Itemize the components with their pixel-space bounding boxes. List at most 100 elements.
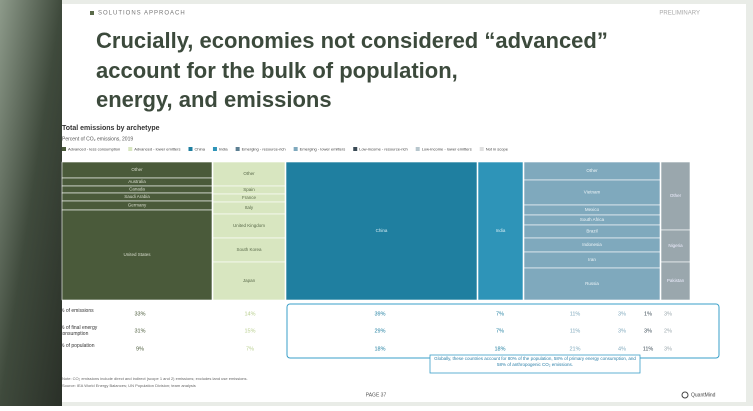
section-label: SOLUTIONS APPROACH bbox=[98, 11, 186, 17]
segment-label: United Kingdom bbox=[233, 223, 265, 228]
segment-label: Canada bbox=[129, 187, 145, 192]
row-value: 7% bbox=[496, 328, 504, 334]
row-value: 31% bbox=[134, 328, 145, 334]
row-value: 11% bbox=[570, 328, 581, 334]
row-value: 4% bbox=[618, 346, 626, 352]
segment-label: Nigeria bbox=[668, 243, 683, 248]
legend-label: Emerging - resource-rich bbox=[242, 147, 286, 152]
legend-swatch bbox=[128, 147, 133, 151]
title-line: Crucially, economies not considered “adv… bbox=[96, 28, 608, 53]
segment-label: Germany bbox=[128, 203, 147, 208]
row-value: 3% bbox=[618, 328, 626, 334]
segment-label: Other bbox=[586, 168, 598, 173]
logo-mark bbox=[681, 391, 689, 399]
segment-label: France bbox=[242, 195, 257, 200]
row-value: 33% bbox=[134, 311, 145, 317]
legend-swatch bbox=[188, 147, 193, 151]
segment-label: Australia bbox=[128, 179, 146, 184]
mekko-segment bbox=[212, 213, 286, 239]
segment-label: South Africa bbox=[580, 217, 605, 222]
chart-subtitle: Percent of CO₂ emissions, 2019 bbox=[62, 136, 133, 142]
photo-strip bbox=[0, 0, 62, 406]
mekko-segment bbox=[523, 179, 661, 206]
footnote: Note: CO₂ emissions include direct and i… bbox=[62, 376, 248, 381]
row-value: 3% bbox=[644, 328, 652, 334]
row-label: % of population bbox=[60, 343, 95, 349]
row-value: 14% bbox=[244, 311, 255, 317]
segment-label: Iran bbox=[588, 257, 596, 262]
callout-box bbox=[429, 354, 641, 374]
row-label: % of final energy consumption bbox=[60, 325, 98, 337]
mekko-segment bbox=[477, 161, 524, 301]
legend-label: Not in scope bbox=[486, 147, 509, 152]
mekko-segment bbox=[212, 261, 286, 301]
row-value: 3% bbox=[618, 311, 626, 317]
row-label-box: % of final energy consumption bbox=[60, 325, 98, 337]
mekko-segment bbox=[660, 229, 691, 263]
row-value: 39% bbox=[374, 311, 385, 317]
segment-label: Brazil bbox=[586, 229, 597, 234]
row-value: 11% bbox=[570, 311, 581, 317]
section-bullet bbox=[90, 11, 94, 15]
legend-label: India bbox=[219, 147, 228, 152]
logo: QuantMind bbox=[691, 392, 716, 398]
row-value: 9% bbox=[136, 346, 144, 352]
segment-label: Vietnam bbox=[584, 190, 601, 195]
segment-label: Spain bbox=[243, 187, 255, 192]
title-line: energy, and emissions bbox=[96, 87, 332, 112]
segment-label: India bbox=[496, 228, 506, 233]
row-label: % of emissions bbox=[60, 308, 94, 314]
row-value: 7% bbox=[496, 311, 504, 317]
mekko-segment bbox=[660, 261, 691, 301]
row-value: 15% bbox=[244, 328, 255, 334]
row-value: 1% bbox=[644, 311, 652, 317]
legend-swatch bbox=[353, 147, 358, 151]
legend-label: China bbox=[195, 147, 206, 152]
row-label-box: % of population bbox=[60, 343, 95, 349]
mekko-segment bbox=[660, 161, 691, 231]
segment-label: Saudi Arabia bbox=[124, 194, 150, 199]
segment-label: South Korea bbox=[236, 247, 262, 252]
row-value: 21% bbox=[569, 346, 580, 352]
row-value: 3% bbox=[664, 346, 672, 352]
segment-label: Other bbox=[131, 167, 143, 172]
row-value: 18% bbox=[494, 346, 505, 352]
row-label-box: % of emissions bbox=[60, 308, 94, 314]
segment-label: Russia bbox=[585, 281, 599, 286]
legend-label: Low-income - lower emitters bbox=[422, 147, 472, 152]
row-value: 7% bbox=[246, 346, 254, 352]
title-line: account for the bulk of population, bbox=[96, 58, 458, 83]
mekko-segment bbox=[285, 161, 478, 301]
row-value: 29% bbox=[374, 328, 385, 334]
legend-label: Low-income - resource-rich bbox=[359, 147, 407, 152]
segment-label: Other bbox=[243, 171, 255, 176]
footnote: Source: IEA World Energy Balances; UN Po… bbox=[62, 383, 196, 388]
segment-label: United States bbox=[123, 252, 151, 257]
segment-label: Pakistan bbox=[667, 278, 685, 283]
segment-label: China bbox=[376, 228, 388, 233]
row-value: 3% bbox=[664, 311, 672, 317]
legend-swatch bbox=[62, 147, 66, 151]
row-value: 2% bbox=[664, 328, 672, 334]
mekko-segment bbox=[523, 267, 661, 301]
segment-label: Indonesia bbox=[582, 242, 602, 247]
row-value: 18% bbox=[374, 346, 385, 352]
segment-label: Japan bbox=[243, 278, 256, 283]
segment-label: Other bbox=[670, 193, 682, 198]
legend-swatch bbox=[415, 147, 420, 151]
legend-swatch bbox=[479, 147, 484, 151]
legend-swatch bbox=[293, 147, 298, 151]
legend-label: Emerging - lower emitters bbox=[300, 147, 346, 152]
callout-text: Globally, these countries account for 80… bbox=[434, 356, 636, 367]
chart-title: Total emissions by archetype bbox=[62, 125, 160, 132]
page-tag: PRELIMINARY bbox=[659, 11, 700, 17]
mekko-segment bbox=[212, 161, 286, 187]
mekko-segment bbox=[212, 237, 286, 263]
segment-label: Mexico bbox=[585, 207, 600, 212]
legend-swatch bbox=[212, 147, 217, 151]
segment-label: Italy bbox=[245, 205, 254, 210]
mekko-segment bbox=[61, 209, 213, 301]
legend-swatch bbox=[235, 147, 240, 151]
legend-label: Advanced - lower emitters bbox=[134, 147, 180, 152]
